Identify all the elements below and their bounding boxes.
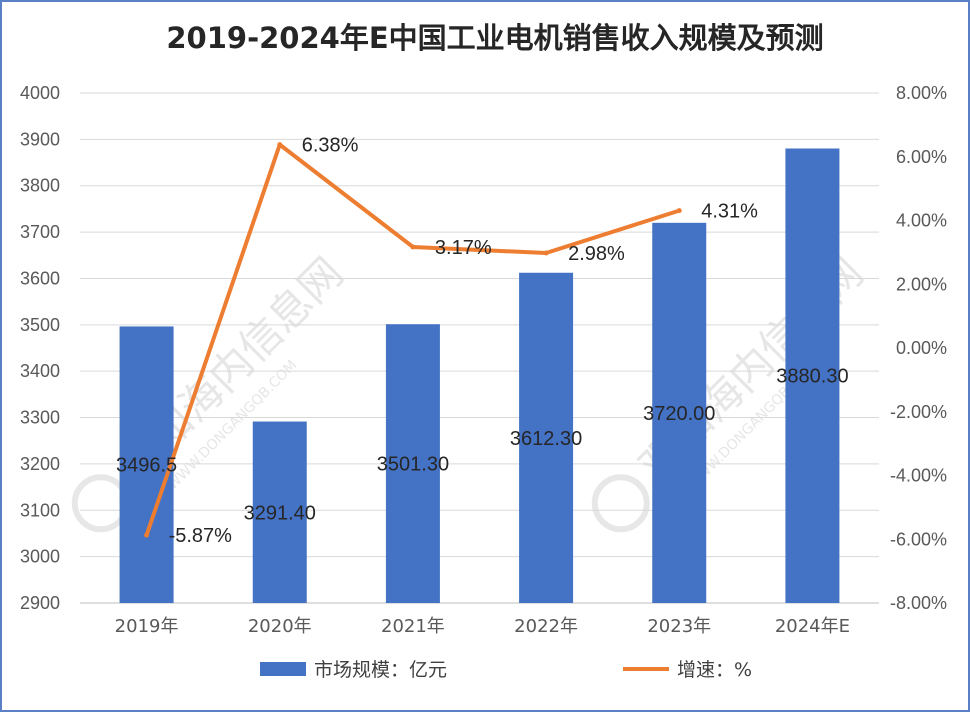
line-point (144, 532, 150, 538)
watermark-logo-right (591, 474, 650, 533)
legend-bar-label: 市场规模：亿元 (314, 659, 447, 681)
legend: 市场规模：亿元 增速：% (260, 659, 752, 681)
line-data-label: 4.31% (701, 201, 758, 223)
bar (519, 272, 574, 603)
left-axis-tick-label: 3600 (20, 268, 60, 288)
right-axis-ticks: -8.00% -6.00% -4.00% -2.00% 0.00% 2.00% 4.00% 6… (890, 83, 947, 613)
bar-data-label: 3291.40 (244, 502, 316, 524)
left-axis-tick-label: 3900 (20, 129, 60, 149)
gridlines (80, 92, 879, 604)
left-axis-tick-label: 3000 (20, 547, 60, 567)
watermark-logo-left (71, 474, 130, 533)
right-axis-tick-label: 6.00% (896, 147, 947, 167)
left-axis-tick-label: 3500 (20, 315, 60, 335)
line-data-labels: -5.87% 6.38% 3.17% 2.98% 4.31% (169, 135, 759, 547)
left-axis-tick-label: 3100 (20, 500, 60, 520)
line-point (676, 208, 682, 214)
left-axis-tick-label: 3800 (20, 176, 60, 196)
right-axis-tick-label: 4.00% (896, 211, 947, 231)
left-axis-tick-label: 3400 (20, 361, 60, 381)
x-axis-tick-label: 2020年 (248, 616, 312, 637)
right-axis-tick-label: 2.00% (896, 274, 947, 294)
line-point (543, 250, 549, 256)
bar-series (119, 148, 840, 604)
right-axis-tick-label: -8.00% (890, 593, 947, 613)
line-series (144, 142, 682, 538)
right-axis-tick-label: 0.00% (896, 338, 947, 358)
x-axis-tick-label: 2024年E (775, 616, 850, 637)
right-axis-tick-label: -6.00% (890, 529, 947, 549)
watermark-right: 观知海内信息网 WWW.DONGANGQB.COM (591, 248, 873, 533)
bar-data-label: 3501.30 (377, 454, 449, 476)
right-axis-tick-label: -2.00% (890, 402, 947, 422)
bar (119, 326, 174, 603)
bar (652, 222, 707, 603)
bar (385, 324, 440, 603)
left-axis-tick-label: 3300 (20, 408, 60, 428)
x-axis-tick-label: 2021年 (381, 616, 445, 637)
right-axis-tick-label: -4.00% (890, 466, 947, 486)
legend-line-label: 增速：% (677, 659, 752, 681)
left-axis-tick-label: 3200 (20, 454, 60, 474)
legend-bar-swatch (260, 662, 306, 676)
chart-title: 2019-2024年E中国工业电机销售收入规模及预测 (166, 21, 823, 55)
line-point (410, 244, 416, 250)
line-data-label: 3.17% (435, 237, 492, 259)
x-axis-tick-label: 2022年 (514, 616, 578, 637)
left-axis-tick-label: 2900 (20, 593, 60, 613)
line-data-label: -5.87% (169, 525, 233, 547)
left-axis-tick-label: 4000 (20, 83, 60, 103)
bar-data-label: 3880.30 (776, 366, 848, 388)
line-data-label: 2.98% (568, 243, 625, 265)
x-axis-tick-label: 2019年 (115, 616, 179, 637)
line-point (277, 142, 283, 148)
bar (785, 148, 840, 604)
bar-data-label: 3720.00 (643, 403, 715, 425)
right-axis-tick-label: 8.00% (896, 83, 947, 103)
bar (252, 421, 307, 603)
watermark-left: 观知海内信息网 WWW.DONGANGQB.COM (71, 248, 353, 533)
left-axis-ticks: 2900 3000 3100 3200 3300 3400 3500 3600 3700 3800… (20, 83, 60, 613)
bar-data-label: 3496.5 (116, 455, 177, 477)
left-axis-tick-label: 3700 (20, 222, 60, 242)
bar-data-labels: 3496.5 3291.40 3501.30 3612.30 3720.00 3880.3… (116, 366, 849, 525)
x-axis-ticks: 2019年 2020年 2021年 2022年 2023年 2024年E (115, 616, 850, 637)
x-axis-tick-label: 2023年 (647, 616, 711, 637)
bar-data-label: 3612.30 (510, 428, 582, 450)
line-data-label: 6.38% (302, 135, 359, 157)
